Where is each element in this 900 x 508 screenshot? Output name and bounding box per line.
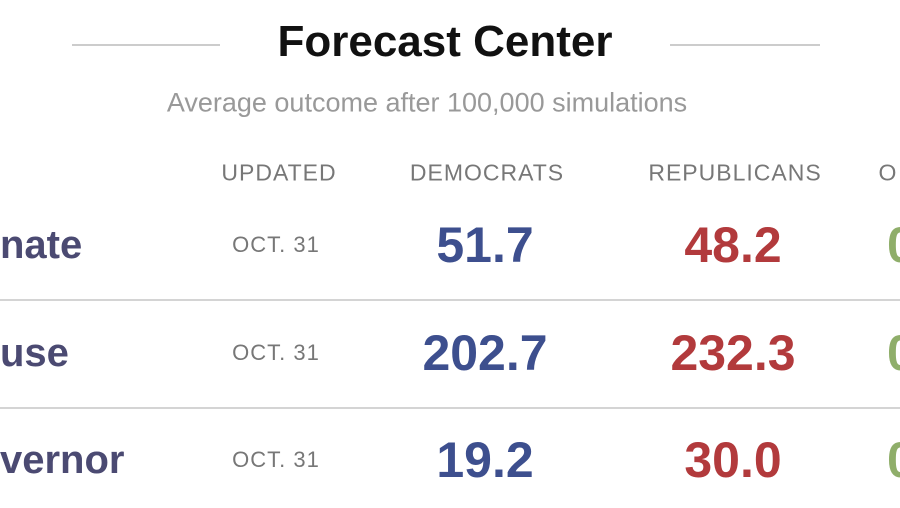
title: Forecast Center [277,17,613,66]
other-value: 0 [887,328,900,378]
column-header: DEMOCRATS [409,159,565,186]
updated-date: OCT. 31 [232,340,320,365]
republicans-value: 30.0 [684,432,782,488]
other-value: 0 [887,220,900,270]
row-label: vernor [0,438,125,482]
row-separator [0,299,900,301]
column-header: REPUBLICANS [648,159,822,186]
democrats-value: 19.2 [436,432,534,488]
other-value: 0 [887,435,900,485]
row-label: use [0,331,69,375]
row-separator [0,407,900,409]
subtitle: Average outcome after 100,000 simulation… [166,87,688,118]
democrats-value: 202.7 [422,325,548,381]
column-header: O [878,159,898,186]
row-label: nate [0,223,83,267]
updated-date: OCT. 31 [232,232,320,257]
republicans-value: 232.3 [670,325,796,381]
democrats-value: 51.7 [436,217,534,273]
title-rule [670,44,820,46]
republicans-value: 48.2 [684,217,782,273]
column-header: UPDATED [221,159,337,186]
updated-date: OCT. 31 [232,447,320,472]
title-rule [72,44,220,46]
